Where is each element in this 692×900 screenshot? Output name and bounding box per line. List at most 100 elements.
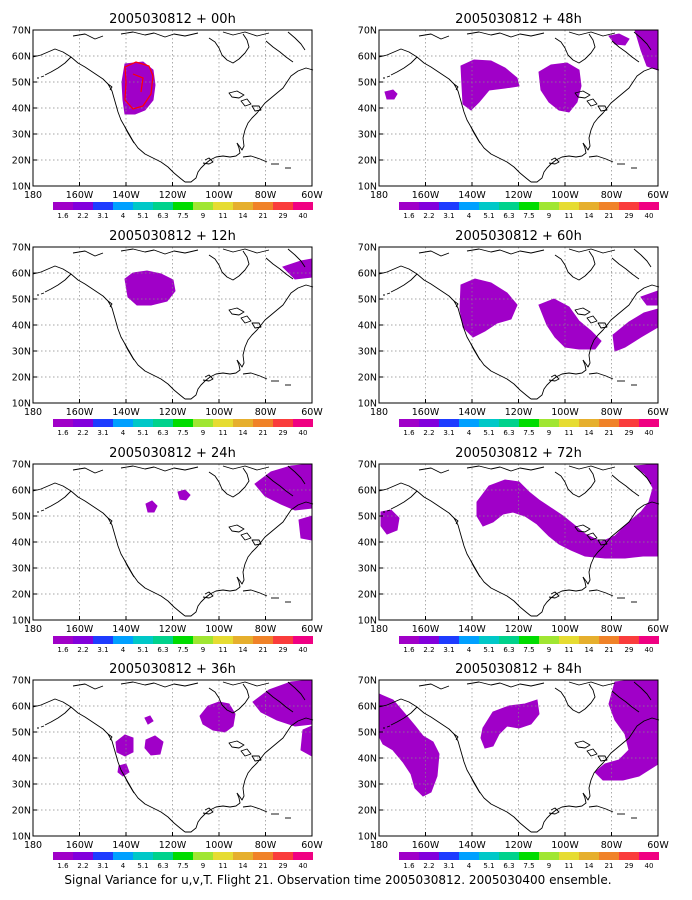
colorbar-label: 6.3 [503, 212, 514, 220]
y-tick-label: 30N [12, 347, 31, 358]
colorbar-label: 7.5 [177, 646, 188, 654]
colorbar-label: 6.3 [503, 862, 514, 870]
colorbar-label: 9 [547, 862, 551, 870]
variance-contour [144, 735, 164, 756]
colorbar-label: 7.5 [177, 212, 188, 220]
colorbar-swatch [173, 202, 193, 210]
colorbar-swatch [419, 202, 439, 210]
colorbar-swatch [519, 636, 539, 644]
colorbar-swatch [53, 636, 73, 644]
colorbar-swatch [193, 852, 213, 860]
y-tick-label: 70N [12, 26, 31, 37]
colorbar-label: 11 [219, 429, 228, 437]
colorbar-swatch [113, 419, 133, 427]
colorbar-swatch [399, 419, 419, 427]
y-tick-label: 10N [358, 399, 377, 410]
colorbar-label: 29 [625, 862, 634, 870]
x-tick-label: 160W [412, 407, 440, 418]
colorbar-swatch [639, 852, 659, 860]
y-tick-label: 60N [12, 52, 31, 63]
colorbar: 1.6 2.2 3.1 4 5.1 6.3 7.5 9 11 14 21 29 40 [53, 202, 313, 220]
variance-shading [380, 463, 659, 559]
x-tick-label: 100W [551, 190, 579, 201]
colorbar-label: 1.6 [57, 429, 69, 437]
y-tick-label: 40N [358, 104, 377, 115]
x-tick-label: 80W [255, 624, 277, 635]
colorbar-swatch [439, 202, 459, 210]
colorbar-swatch [539, 636, 559, 644]
x-tick-label: 120W [505, 190, 533, 201]
x-tick-label: 140W [112, 190, 140, 201]
x-tick-label: 140W [112, 407, 140, 418]
x-tick-label: 120W [505, 840, 533, 851]
colorbar-label: 3.1 [443, 646, 454, 654]
variance-contour [378, 693, 440, 797]
y-tick-label: 30N [12, 780, 31, 791]
y-tick-label: 20N [358, 590, 377, 601]
colorbar-swatch [599, 202, 619, 210]
colorbar-swatch [293, 636, 313, 644]
x-tick-label: 120W [505, 407, 533, 418]
colorbar: 1.6 2.2 3.1 4 5.1 6.3 7.5 9 11 14 21 29 40 [399, 636, 659, 654]
colorbar-swatch [73, 419, 93, 427]
colorbar-label: 2.2 [77, 212, 88, 220]
colorbar-swatch [73, 636, 93, 644]
colorbar: 1.6 2.2 3.1 4 5.1 6.3 7.5 9 11 14 21 29 40 [399, 202, 659, 220]
colorbar-swatch [273, 202, 293, 210]
x-tick-label: 160W [66, 190, 94, 201]
colorbar-swatch [233, 852, 253, 860]
colorbar-label: 1.6 [57, 646, 69, 654]
colorbar-label: 6.3 [157, 862, 168, 870]
colorbar-swatch [439, 852, 459, 860]
graticule [33, 247, 312, 403]
panel-title: 2005030812 + 36h [109, 662, 236, 677]
x-tick-label: 60W [647, 407, 669, 418]
x-tick-label: 140W [112, 624, 140, 635]
x-tick-label: 160W [412, 190, 440, 201]
colorbar-label: 4 [467, 429, 472, 437]
x-tick-label: 100W [551, 407, 579, 418]
y-tick-label: 70N [358, 676, 377, 687]
colorbar-label: 5.1 [137, 212, 148, 220]
x-tick-label: 120W [505, 624, 533, 635]
colorbar-label: 4 [121, 212, 126, 220]
panel-title: 2005030812 + 24h [109, 446, 236, 461]
colorbar-swatch [399, 202, 419, 210]
colorbar-label: 7.5 [523, 862, 534, 870]
colorbar-swatch [153, 636, 173, 644]
variance-contour [538, 62, 582, 113]
y-tick-label: 70N [12, 676, 31, 687]
panel-title: 2005030812 + 12h [109, 229, 236, 244]
colorbar-label: 2.2 [77, 429, 88, 437]
x-tick-label: 160W [412, 624, 440, 635]
colorbar-swatch [253, 202, 273, 210]
colorbar-label: 14 [585, 212, 594, 220]
colorbar-label: 1.6 [403, 646, 415, 654]
colorbar-label: 7.5 [177, 862, 188, 870]
colorbar-swatch [499, 852, 519, 860]
colorbar-label: 11 [219, 862, 228, 870]
colorbar-label: 3.1 [443, 862, 454, 870]
x-tick-label: 160W [66, 624, 94, 635]
colorbar-swatch [619, 419, 639, 427]
graticule [33, 680, 312, 836]
colorbar-swatch [519, 419, 539, 427]
y-tick-label: 20N [358, 806, 377, 817]
y-tick-label: 60N [12, 486, 31, 497]
colorbar-swatch [479, 419, 499, 427]
y-tick-label: 60N [358, 269, 377, 280]
x-tick-label: 180 [370, 840, 388, 851]
colorbar-label: 3.1 [97, 429, 108, 437]
y-tick-label: 70N [358, 243, 377, 254]
colorbar-label: 14 [585, 429, 594, 437]
colorbar-swatch [419, 852, 439, 860]
x-tick-label: 80W [601, 624, 623, 635]
colorbar-swatch [113, 852, 133, 860]
y-tick-label: 40N [358, 754, 377, 765]
colorbar-swatch [459, 852, 479, 860]
y-tick-label: 40N [358, 321, 377, 332]
colorbar-swatch [559, 419, 579, 427]
colorbar-label: 29 [625, 429, 634, 437]
colorbar-swatch [53, 852, 73, 860]
colorbar-swatch [93, 636, 113, 644]
